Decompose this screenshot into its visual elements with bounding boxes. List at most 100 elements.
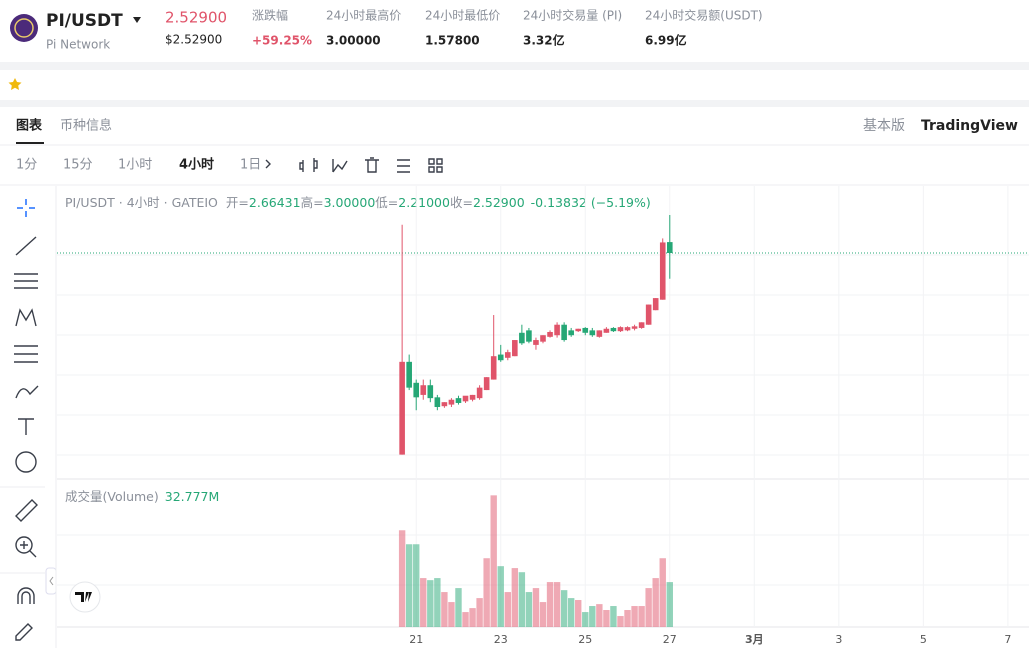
candle-body xyxy=(526,330,532,342)
stat-value: 6.99亿 xyxy=(645,33,687,48)
candle-body xyxy=(413,382,420,398)
price-grid xyxy=(57,254,1029,586)
collapse-handle[interactable] xyxy=(45,567,57,595)
lock-tool[interactable] xyxy=(15,623,33,641)
x-tick-label: 27 xyxy=(663,633,677,646)
x-tick-label: 25 xyxy=(578,633,592,646)
tv-logo-mark xyxy=(75,592,92,602)
magnet-tool[interactable] xyxy=(17,587,35,604)
stat-value: +59.25% xyxy=(252,34,312,48)
candle-body xyxy=(420,385,427,395)
coin-icon-ring xyxy=(14,18,34,38)
candle-body xyxy=(462,395,469,402)
volume-bar xyxy=(560,590,568,627)
volume-title: 成交量(Volume) xyxy=(65,489,159,504)
candle-body xyxy=(617,327,624,332)
zoom-tool-detail xyxy=(20,541,37,558)
brush-tool[interactable] xyxy=(15,385,39,399)
volume-bar xyxy=(476,598,483,627)
interval[interactable]: 1小时 xyxy=(118,158,152,173)
candle-body xyxy=(631,326,638,329)
volume-bar xyxy=(427,580,434,627)
line-tool[interactable] xyxy=(15,236,37,256)
ohlc-label: 收= xyxy=(450,195,473,210)
stat-label: 24小时交易量 (PI) xyxy=(523,8,622,23)
x-tick-label: 21 xyxy=(409,633,423,646)
volume-bar xyxy=(610,606,617,627)
volume-bar xyxy=(638,606,645,627)
favorite-star[interactable] xyxy=(8,78,22,90)
volume-legend: 成交量(Volume) 32.777M xyxy=(65,489,219,504)
candle-body xyxy=(589,330,596,336)
delete[interactable] xyxy=(365,157,379,173)
candle-body xyxy=(490,356,497,380)
separator xyxy=(0,100,1029,107)
tv-logo[interactable] xyxy=(69,581,101,613)
drawing-tools xyxy=(0,199,57,641)
crosshair-tool[interactable] xyxy=(17,199,35,217)
fib-tool[interactable] xyxy=(14,345,38,363)
ohlc-value: 2.66431 xyxy=(249,195,301,210)
interval[interactable]: 15分 xyxy=(63,158,93,173)
layout[interactable] xyxy=(428,158,443,173)
dropdown[interactable] xyxy=(265,159,271,169)
volume-bar xyxy=(589,606,596,627)
channel-tool[interactable] xyxy=(14,273,38,289)
x-tick-label: 3 xyxy=(835,633,842,646)
candle-body xyxy=(399,361,405,455)
volume-bar xyxy=(462,612,469,627)
coin-icon xyxy=(10,14,38,42)
interval[interactable]: 4小时 xyxy=(179,157,214,173)
symbol-dropdown[interactable] xyxy=(133,17,141,23)
list[interactable] xyxy=(397,159,410,173)
coin-name: Pi Network xyxy=(46,38,110,52)
candle-body xyxy=(519,332,525,344)
text-tool[interactable] xyxy=(18,418,34,435)
volume-bar xyxy=(532,588,540,627)
ohlc-value: 3.00000 xyxy=(324,195,376,210)
candle-body xyxy=(441,402,448,407)
volume-bar xyxy=(490,495,497,627)
candle-body xyxy=(645,304,652,325)
candle-body xyxy=(434,397,441,408)
stat-value: 3.32亿 xyxy=(523,33,565,48)
candle-type[interactable] xyxy=(299,158,318,172)
volume-bar xyxy=(575,600,582,627)
candle-body xyxy=(568,330,574,336)
volume-bar xyxy=(504,592,511,627)
indicators[interactable] xyxy=(332,159,348,173)
candle-body xyxy=(406,361,412,388)
interval-toolbar-icons xyxy=(265,157,443,173)
candle-body xyxy=(554,324,560,336)
tab[interactable]: 币种信息 xyxy=(60,118,112,134)
version-toggle[interactable]: 基本版 xyxy=(863,117,905,134)
candle-body xyxy=(469,394,476,400)
volume-bar xyxy=(645,588,652,627)
tab[interactable]: 图表 xyxy=(16,118,43,134)
candle-body xyxy=(533,340,539,345)
volume-bar xyxy=(413,544,420,627)
volume-bar xyxy=(553,582,561,627)
volume-bar xyxy=(469,608,476,627)
zoom-tool[interactable] xyxy=(15,536,33,554)
volume-bar xyxy=(441,592,448,627)
volume-bar xyxy=(539,602,547,627)
emoji-tool[interactable] xyxy=(15,451,37,473)
candle-body xyxy=(504,352,511,358)
version-toggle[interactable]: TradingView xyxy=(921,118,1018,134)
interval[interactable]: 1分 xyxy=(16,158,37,173)
candle-body xyxy=(603,328,610,333)
symbol[interactable]: PI/USDT xyxy=(46,11,123,31)
pattern-tool[interactable] xyxy=(15,308,37,327)
volume-value: 32.777M xyxy=(165,489,220,504)
ruler-tool[interactable] xyxy=(15,499,38,522)
collapse-arrow xyxy=(49,576,54,586)
volume-bar xyxy=(405,544,413,627)
candle-body xyxy=(540,335,546,342)
stat-label: 24小时交易额(USDT) xyxy=(645,8,763,23)
volume-bar xyxy=(666,582,673,627)
volume-bar xyxy=(652,578,659,627)
volume-bar xyxy=(603,610,610,627)
interval[interactable]: 1日 xyxy=(240,158,261,173)
